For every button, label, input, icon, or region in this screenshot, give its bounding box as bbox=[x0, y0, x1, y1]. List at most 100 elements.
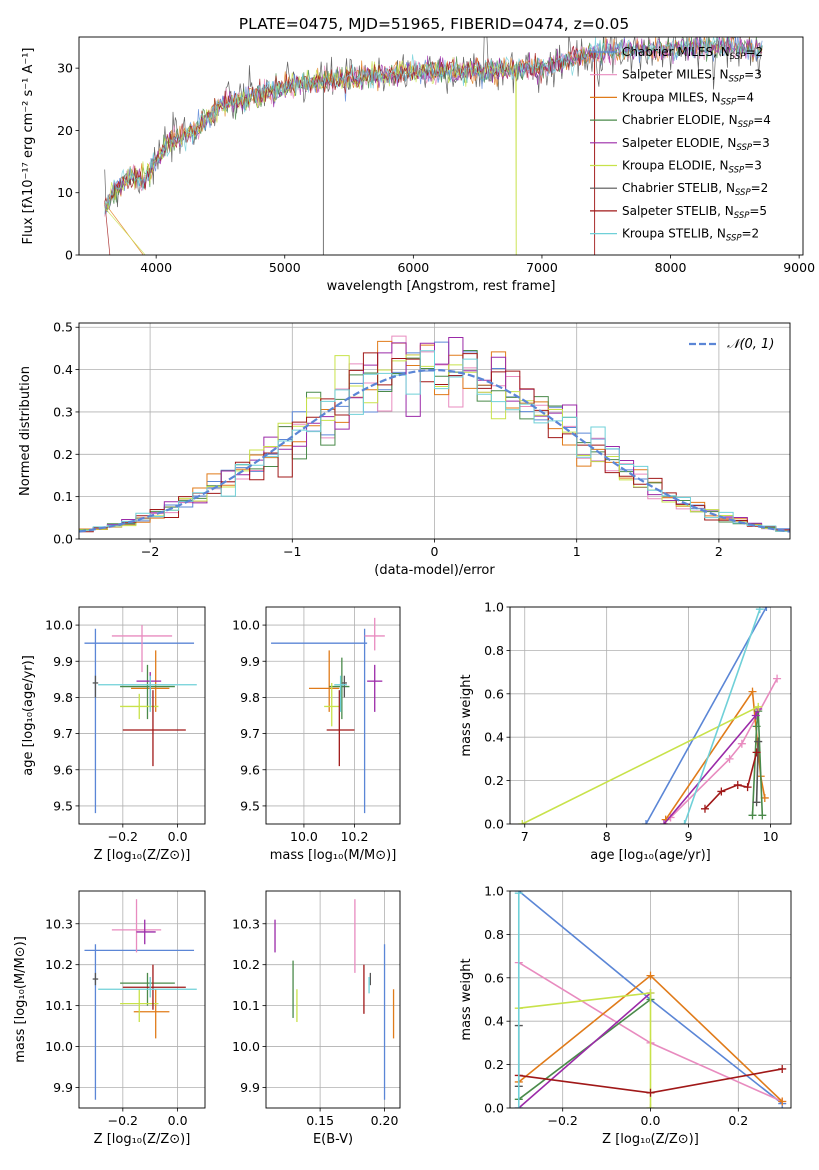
y-tick-label: 9.5 bbox=[240, 798, 260, 813]
y-tick-label: 0.0 bbox=[53, 532, 73, 547]
y-tick-label: 0.2 bbox=[484, 773, 504, 788]
y-tick-label: 0.8 bbox=[484, 643, 504, 658]
legend-entry-subscript: SSP bbox=[726, 234, 742, 244]
mass-weight-point-salpeter_miles bbox=[773, 674, 782, 683]
x-tick-label: 0.0 bbox=[168, 1113, 188, 1128]
legend-entry: 𝒩(0, 1) bbox=[727, 337, 774, 352]
x-tick-label: 0.2 bbox=[728, 1113, 748, 1128]
y-tick-label: 0.1 bbox=[53, 489, 73, 504]
plot-area bbox=[84, 899, 197, 1100]
y-tick-label: 9.6 bbox=[240, 762, 260, 777]
axes-border bbox=[78, 322, 791, 540]
axes-border bbox=[509, 606, 792, 825]
axes-border bbox=[509, 890, 792, 1109]
legend-entry-count: =2 bbox=[751, 181, 769, 195]
gridlines bbox=[266, 607, 400, 824]
mass-weight-point-salpeter_miles bbox=[725, 754, 734, 763]
mass-weight-point-kroupa_elodie bbox=[646, 988, 655, 997]
legend-entry-count: =5 bbox=[749, 204, 767, 218]
axes-border bbox=[78, 890, 206, 1109]
mass-weight-point-kroupa_elodie bbox=[518, 820, 527, 824]
legend-entry-subscript: SSP bbox=[730, 52, 746, 62]
axes-border bbox=[78, 36, 804, 256]
y-tick-label: 9.9 bbox=[240, 1080, 260, 1095]
mass-weight-point-chabrier_miles bbox=[641, 820, 650, 824]
legend-entry: Chabrier STELIB, NSSP=2 bbox=[622, 181, 768, 198]
mass-weight-point-salpeter_stelib bbox=[733, 780, 742, 789]
y-tick-label: 10.2 bbox=[232, 957, 260, 972]
mass-weight-line-salpeter_elodie bbox=[518, 992, 652, 1108]
massweight-vs-metallicity-panel: −0.2 0.0 0.2 0.0 0.2 0.4 0.6 0.8 1.0 Z [log₁₀(Z/Z… bbox=[459, 884, 792, 1147]
legend-entry-model: Chabrier ELODIE, N bbox=[622, 113, 738, 127]
x-tick-label: 6000 bbox=[397, 260, 429, 275]
y-tick-label: 1.0 bbox=[484, 884, 504, 899]
mass-weight-point-chabrier_elodie bbox=[752, 722, 761, 731]
plot-area bbox=[514, 891, 787, 1108]
y-tick-label: 0.5 bbox=[53, 320, 73, 335]
legend-entry-count: =4 bbox=[736, 90, 754, 104]
x-tick-label: 7 bbox=[521, 829, 529, 844]
legend-entry-model: Chabrier MILES, N bbox=[622, 45, 730, 59]
gridlines bbox=[266, 891, 400, 1108]
x-tick-label: 0 bbox=[431, 544, 439, 559]
legend-entry: Salpeter STELIB, NSSP=5 bbox=[622, 204, 767, 221]
legend-entry-count: =3 bbox=[752, 136, 770, 150]
legend-entry: Kroupa MILES, NSSP=4 bbox=[622, 90, 754, 107]
x-tick-label: 2 bbox=[715, 544, 723, 559]
x-tick-label: 10.0 bbox=[290, 829, 318, 844]
axes-frame: −0.2 0.0 0.2 0.0 0.2 0.4 0.6 0.8 1.0 Z [log₁₀(Z/Z… bbox=[459, 884, 792, 1147]
x-tick-label: 10 bbox=[763, 829, 779, 844]
mass-weight-line-kroupa_stelib bbox=[683, 608, 761, 824]
legend-entry-model: Salpeter MILES, N bbox=[622, 68, 729, 82]
y-tick-label: 10.0 bbox=[232, 1039, 260, 1054]
axes-frame: −0.2 0.0 9.5 9.6 9.7 9.8 9.9 10.0 Z [log₁₀(Z/Z⊙)… bbox=[21, 606, 206, 863]
y-axis-label: age [log₁₀(age/yr)] bbox=[21, 655, 36, 776]
legend-entry: Salpeter MILES, NSSP=3 bbox=[622, 68, 762, 85]
residuals-panel: −2 −1 0 1 2 0.0 0.1 0.2 0.3 0.4 0.5 (data-model)/er… bbox=[18, 320, 791, 578]
y-tick-label: 10.1 bbox=[45, 998, 73, 1013]
mass-vs-ebv-panel: 0.15 0.20 9.9 10.0 10.1 10.2 10.3 E(B-V) bbox=[232, 890, 401, 1147]
y-tick-label: 10.2 bbox=[45, 957, 73, 972]
y-tick-label: 0.8 bbox=[484, 927, 504, 942]
x-tick-label: 10.2 bbox=[341, 829, 369, 844]
legend-entry-count: =3 bbox=[744, 68, 762, 82]
legend-entry: Salpeter ELODIE, NSSP=3 bbox=[622, 136, 770, 153]
y-tick-label: 10.0 bbox=[232, 618, 260, 633]
y-axis-label: mass [log₁₀(M/M⊙)] bbox=[13, 936, 28, 1063]
x-tick-label: 9000 bbox=[783, 260, 815, 275]
mass-weight-line-chabrier_miles bbox=[645, 607, 768, 824]
y-tick-label: 30 bbox=[57, 61, 73, 76]
mass-weight-point-kroupa_stelib bbox=[755, 607, 764, 614]
axes-frame: 7 8 9 10 0.0 0.2 0.4 0.6 0.8 1.0 age [log₁₀(age/yr… bbox=[459, 600, 792, 863]
plot-area bbox=[79, 335, 790, 533]
legend-entry-subscript: SSP bbox=[729, 75, 745, 85]
x-tick-label: −0.2 bbox=[108, 829, 138, 844]
spectrum-line-kroupa_elodie bbox=[104, 57, 517, 255]
y-tick-label: 10.3 bbox=[232, 916, 260, 931]
y-tick-label: 9.8 bbox=[53, 690, 73, 705]
mass-weight-point-kroupa_miles bbox=[778, 1097, 787, 1106]
y-tick-label: 0.6 bbox=[484, 970, 504, 985]
x-axis-label: mass [log₁₀(M/M⊙)] bbox=[270, 848, 397, 863]
mass-weight-point-salpeter_miles bbox=[737, 739, 746, 748]
plot-area bbox=[104, 37, 763, 255]
mass-weight-point-chabrier_miles bbox=[762, 607, 771, 611]
y-axis-label: mass weight bbox=[459, 674, 474, 756]
mass-weight-point-salpeter_elodie bbox=[660, 820, 669, 824]
mass-weight-point-chabrier_elodie bbox=[758, 811, 767, 820]
x-axis-label: (data-model)/error bbox=[374, 563, 495, 578]
legend-entry: Kroupa ELODIE, NSSP=3 bbox=[622, 159, 762, 176]
mass-weight-point-kroupa_stelib bbox=[680, 820, 689, 824]
x-tick-label: 0.0 bbox=[641, 1113, 661, 1128]
axes-border bbox=[78, 606, 206, 825]
axes-frame: 10.0 10.2 9.5 9.6 9.7 9.8 9.9 10.0 mass [log₁₀(M… bbox=[232, 606, 401, 863]
axes-frame: 0.15 0.20 9.9 10.0 10.1 10.2 10.3 E(B-V) bbox=[232, 890, 401, 1147]
massweight-vs-age-panel: 7 8 9 10 0.0 0.2 0.4 0.6 0.8 1.0 age [log₁₀(age/yr… bbox=[459, 600, 792, 863]
mass-weight-point-kroupa_stelib bbox=[514, 1104, 523, 1108]
residuals-legend: 𝒩(0, 1) bbox=[689, 337, 774, 352]
x-tick-label: 8 bbox=[603, 829, 611, 844]
y-axis-label: Flux [fλ10⁻¹⁷ erg cm⁻² s⁻¹ A⁻¹] bbox=[21, 48, 36, 245]
axes-border bbox=[265, 890, 401, 1109]
